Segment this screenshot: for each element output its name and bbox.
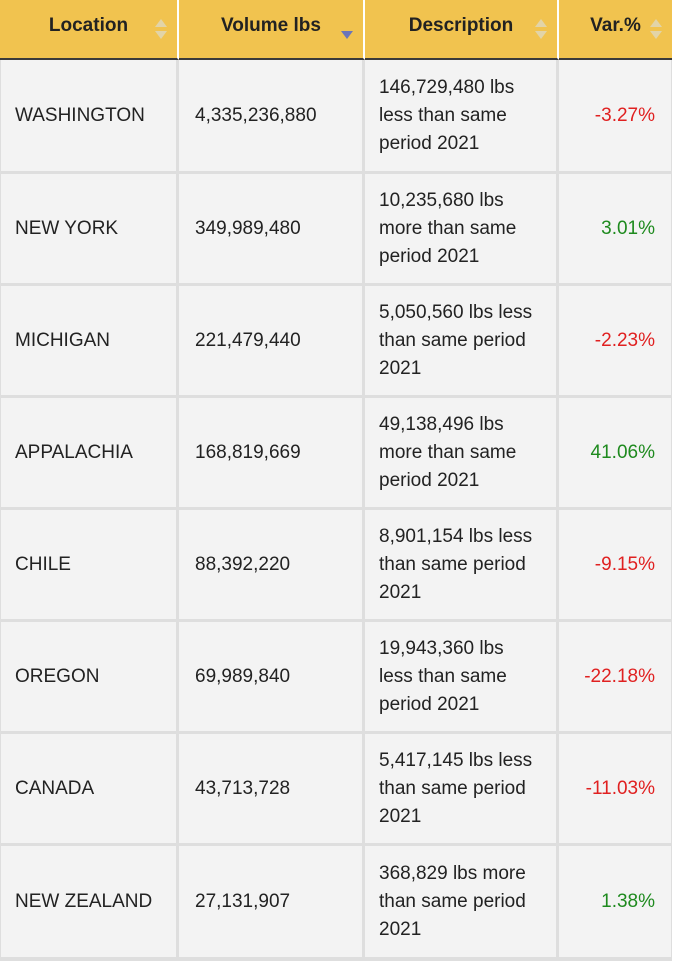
table-row: OREGON 69,989,840 19,943,360 lbs less th… <box>0 622 672 734</box>
cell-variance: -3.27% <box>559 60 672 174</box>
cell-volume: 349,989,480 <box>179 174 365 286</box>
cell-variance: -9.15% <box>559 510 672 622</box>
table-header-row: Location Volume lbs Description Var.% <box>0 0 672 60</box>
table-next-row-edge <box>0 958 672 961</box>
column-header-volume[interactable]: Volume lbs <box>179 0 365 60</box>
cell-volume: 27,131,907 <box>179 846 365 960</box>
table-row: APPALACHIA 168,819,669 49,138,496 lbs mo… <box>0 398 672 510</box>
cell-volume: 168,819,669 <box>179 398 365 510</box>
sort-both-icon[interactable] <box>155 19 167 41</box>
cell-variance: -22.18% <box>559 622 672 734</box>
table-row: WASHINGTON 4,335,236,880 146,729,480 lbs… <box>0 60 672 174</box>
cell-volume: 4,335,236,880 <box>179 60 365 174</box>
cell-location: APPALACHIA <box>0 398 179 510</box>
cell-variance: 41.06% <box>559 398 672 510</box>
cell-description: 5,417,145 lbs less than same period 2021 <box>365 734 559 846</box>
cell-location: WASHINGTON <box>0 60 179 174</box>
cell-variance: 1.38% <box>559 846 672 960</box>
cell-volume: 43,713,728 <box>179 734 365 846</box>
cell-location: NEW ZEALAND <box>0 846 179 960</box>
cell-description: 146,729,480 lbs less than same period 20… <box>365 60 559 174</box>
sort-descending-icon[interactable] <box>341 31 353 39</box>
cell-location: OREGON <box>0 622 179 734</box>
sort-both-icon[interactable] <box>535 19 547 41</box>
column-header-location-label: Location <box>48 15 129 36</box>
column-header-location[interactable]: Location <box>0 0 179 60</box>
cell-description: 19,943,360 lbs less than same period 202… <box>365 622 559 734</box>
column-header-description-label: Description <box>408 15 514 36</box>
cell-location: MICHIGAN <box>0 286 179 398</box>
table-row: NEW YORK 349,989,480 10,235,680 lbs more… <box>0 174 672 286</box>
column-header-variance-label: Var.% <box>590 15 641 36</box>
cell-description: 368,829 lbs more than same period 2021 <box>365 846 559 960</box>
cell-location: CANADA <box>0 734 179 846</box>
table-row: MICHIGAN 221,479,440 5,050,560 lbs less … <box>0 286 672 398</box>
cell-description: 8,901,154 lbs less than same period 2021 <box>365 510 559 622</box>
column-header-variance[interactable]: Var.% <box>559 0 672 60</box>
cell-variance: 3.01% <box>559 174 672 286</box>
table-row: CHILE 88,392,220 8,901,154 lbs less than… <box>0 510 672 622</box>
column-header-description[interactable]: Description <box>365 0 559 60</box>
cell-location: NEW YORK <box>0 174 179 286</box>
cell-description: 5,050,560 lbs less than same period 2021 <box>365 286 559 398</box>
cell-volume: 88,392,220 <box>179 510 365 622</box>
table-row: CANADA 43,713,728 5,417,145 lbs less tha… <box>0 734 672 846</box>
cell-variance: -2.23% <box>559 286 672 398</box>
cell-description: 10,235,680 lbs more than same period 202… <box>365 174 559 286</box>
cell-variance: -11.03% <box>559 734 672 846</box>
column-header-volume-label: Volume lbs <box>221 15 321 36</box>
cell-volume: 221,479,440 <box>179 286 365 398</box>
cell-volume: 69,989,840 <box>179 622 365 734</box>
cell-description: 49,138,496 lbs more than same period 202… <box>365 398 559 510</box>
sort-both-icon[interactable] <box>650 19 662 41</box>
table-row: NEW ZEALAND 27,131,907 368,829 lbs more … <box>0 846 672 960</box>
cell-location: CHILE <box>0 510 179 622</box>
